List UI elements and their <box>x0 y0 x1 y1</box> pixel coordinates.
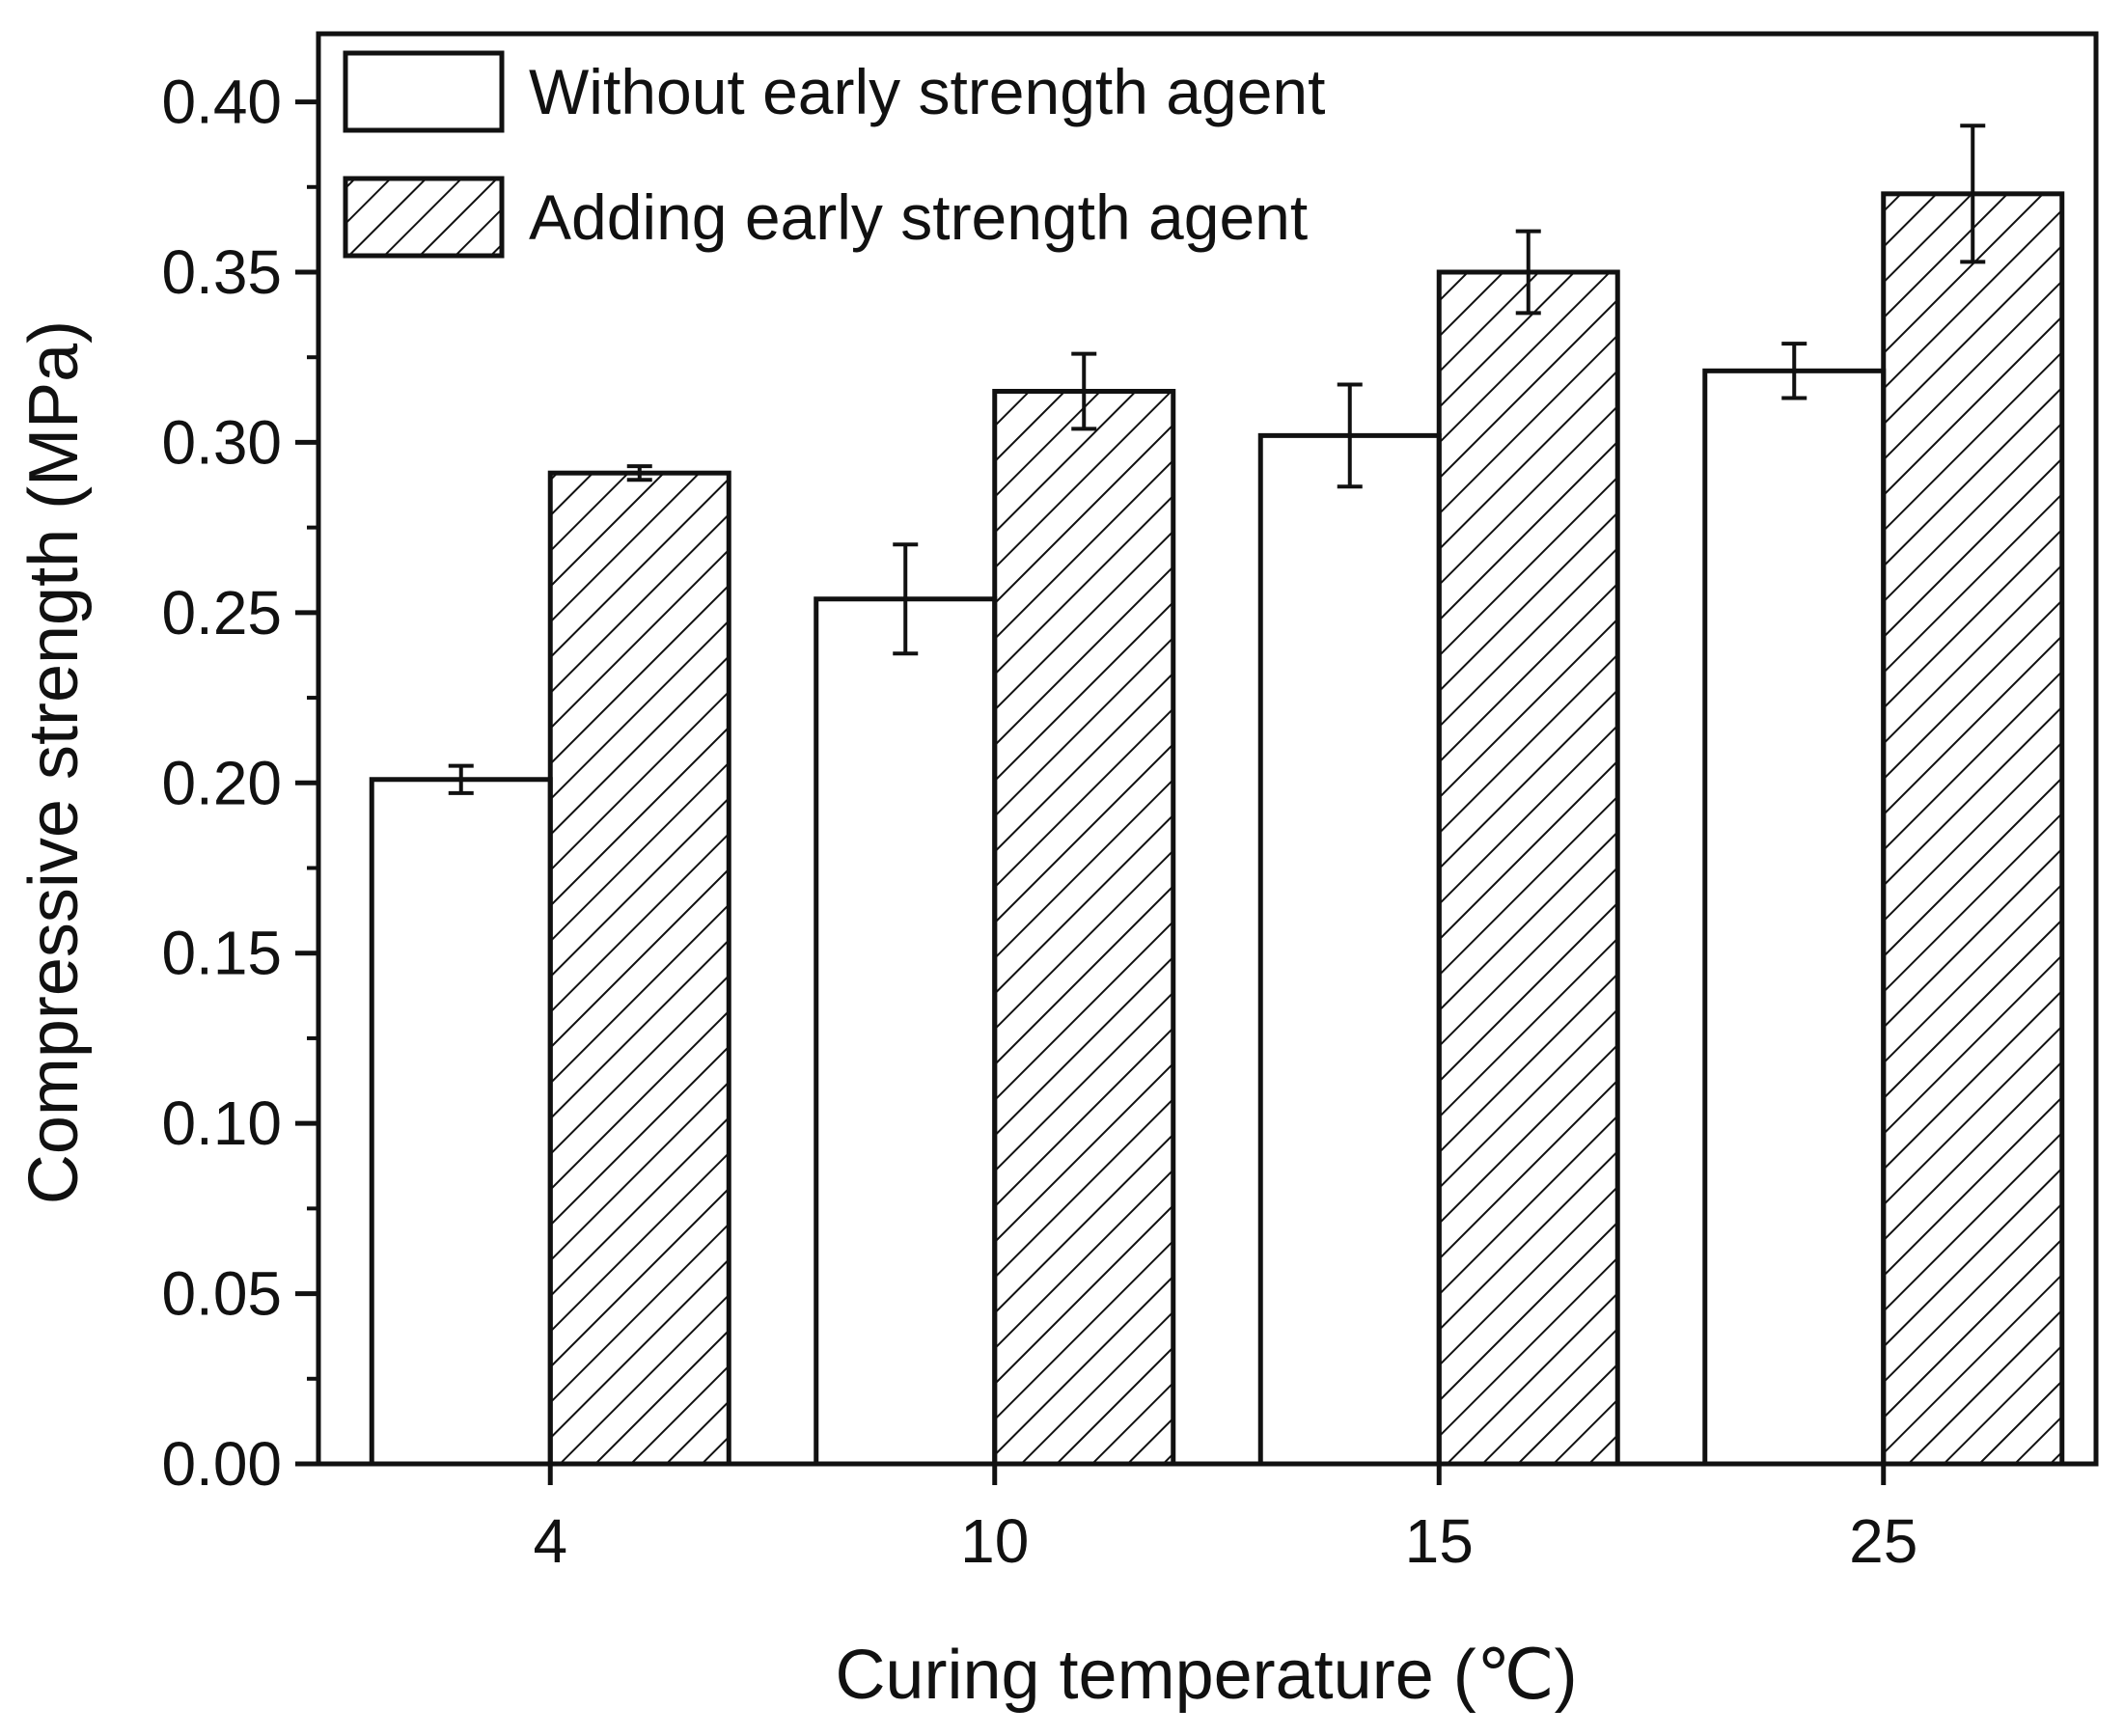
bar-adding-4 <box>547 470 731 1467</box>
bar-adding-25 <box>1881 191 2065 1467</box>
legend-swatch-without <box>343 50 505 133</box>
plot-frame <box>316 31 2099 1467</box>
y-tick-label: 0.25 <box>161 578 282 648</box>
x-axis-title: Curing temperature (℃) <box>835 1637 1577 1714</box>
x-tick-label: 15 <box>1405 1506 1474 1576</box>
x-tick-label: 10 <box>960 1506 1029 1576</box>
bar-without-10 <box>814 596 998 1467</box>
bar-without-25 <box>1702 368 1887 1467</box>
bar-adding-10 <box>992 389 1176 1467</box>
legend-swatch-adding <box>343 176 505 259</box>
y-axis-title: Compressive strength (MPa) <box>15 320 93 1204</box>
y-tick-label: 0.00 <box>161 1429 282 1499</box>
y-tick-label: 0.30 <box>161 407 282 477</box>
y-tick-label: 0.15 <box>161 919 282 988</box>
y-tick-label: 0.10 <box>161 1088 282 1158</box>
bar-without-15 <box>1257 432 1442 1467</box>
y-tick-label: 0.40 <box>161 68 282 137</box>
y-tick-label: 0.35 <box>161 237 282 307</box>
bar-without-4 <box>369 777 553 1467</box>
legend-label-without: Without early strength agent <box>529 56 1325 127</box>
bar-adding-15 <box>1436 269 1620 1467</box>
legend: Without early strength agent Adding early… <box>343 50 1325 259</box>
y-tick-label: 0.20 <box>161 748 282 817</box>
x-tick-label: 25 <box>1849 1506 1917 1576</box>
legend-label-adding: Adding early strength agent <box>529 181 1308 253</box>
y-tick-label: 0.05 <box>161 1259 282 1329</box>
x-tick-label: 4 <box>533 1506 567 1576</box>
bars-layer <box>369 191 2065 1467</box>
axes-layer: 0.00 0.05 0.10 0.15 0.20 0.25 0.30 0.35 0.40 4 10 1… <box>15 31 2099 1714</box>
error-bars-layer <box>448 124 1986 795</box>
